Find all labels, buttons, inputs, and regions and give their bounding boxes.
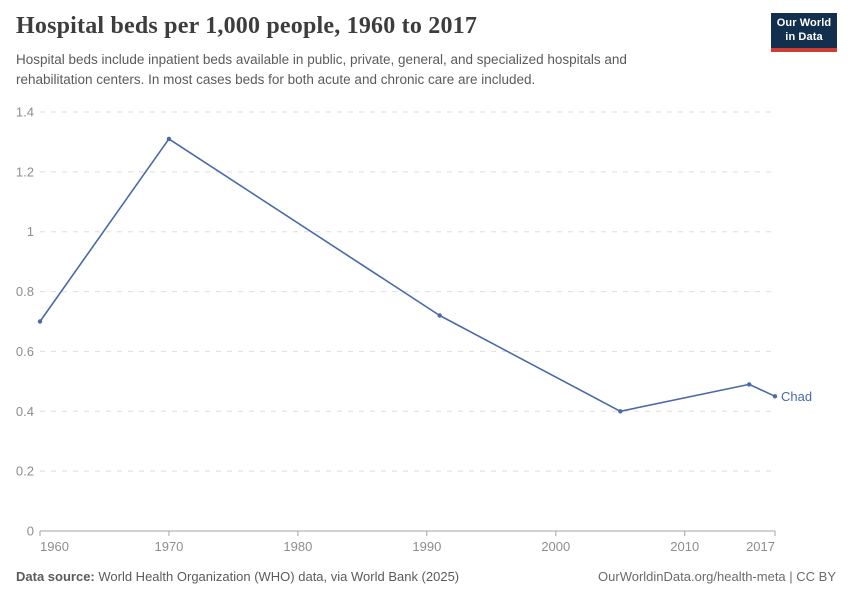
y-tick-label: 0 (27, 524, 34, 539)
y-tick-label: 0.2 (16, 464, 34, 479)
x-tick-label: 2000 (541, 539, 570, 554)
x-tick-label: 1970 (154, 539, 183, 554)
data-point[interactable] (37, 319, 43, 324)
license-credit: OurWorldinData.org/health-meta | CC BY (598, 569, 836, 584)
data-point[interactable] (772, 394, 778, 399)
data-point[interactable] (166, 136, 172, 142)
y-tick-label: 1.4 (16, 105, 34, 120)
y-tick-label: 0.8 (16, 284, 34, 299)
x-tick-label: 1960 (40, 539, 69, 554)
chart-footer: Data source: World Health Organization (… (16, 569, 836, 584)
owid-logo-line1: Our World (776, 17, 832, 30)
series-end-label[interactable]: Chad (781, 389, 812, 404)
data-source-text: World Health Organization (WHO) data, vi… (94, 569, 460, 584)
chart-header: Hospital beds per 1,000 people, 1960 to … (16, 12, 706, 90)
y-tick-label: 1 (27, 224, 34, 239)
x-tick-label: 2017 (746, 539, 775, 554)
owid-logo[interactable]: Our World in Data (771, 13, 837, 52)
x-tick-label: 1990 (412, 539, 441, 554)
data-point[interactable] (747, 382, 752, 387)
data-source-label: Data source: (16, 569, 95, 584)
owid-logo-line2: in Data (785, 30, 823, 43)
data-line[interactable] (39, 138, 776, 413)
data-source: Data source: World Health Organization (… (16, 569, 459, 584)
data-point[interactable] (437, 313, 442, 318)
chart-subtitle: Hospital beds include inpatient beds ava… (16, 51, 627, 88)
page-title: Hospital beds per 1,000 people, 1960 to … (16, 13, 478, 39)
x-tick-label: 2010 (670, 539, 699, 554)
data-point[interactable] (618, 409, 623, 414)
y-tick-label: 0.6 (16, 344, 34, 359)
x-tick-label: 1980 (283, 539, 312, 554)
y-tick-label: 0.4 (16, 404, 34, 419)
owid-logo-text: Our World in Data (777, 17, 831, 43)
y-tick-label: 1.2 (16, 164, 34, 179)
